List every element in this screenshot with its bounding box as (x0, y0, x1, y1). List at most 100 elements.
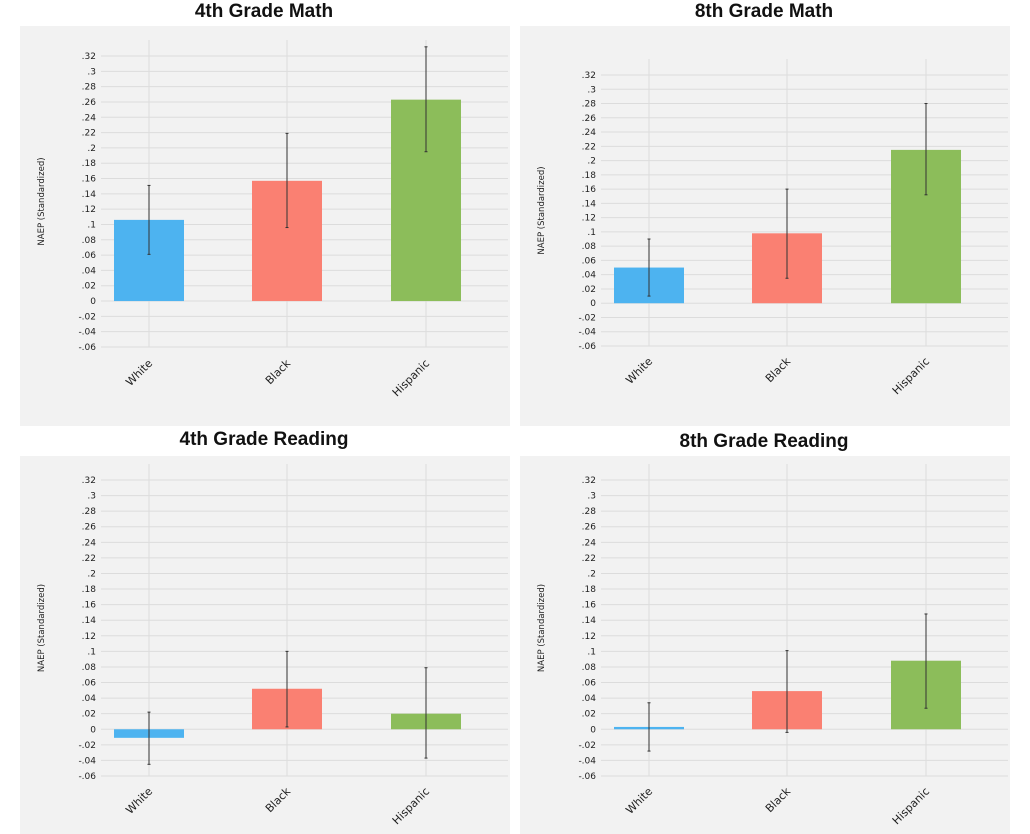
y-tick-label: .28 (82, 507, 97, 517)
y-tick-label: -.04 (578, 328, 596, 338)
y-tick-label: .24 (582, 538, 597, 548)
y-tick-label: .04 (582, 694, 597, 704)
y-tick-label: .1 (87, 220, 96, 230)
y-tick-label: -.04 (578, 756, 596, 766)
y-tick-label: .3 (87, 492, 96, 502)
y-axis-label: NAEP (Standardized) (537, 166, 547, 254)
y-tick-label: .2 (587, 569, 596, 579)
y-tick-label: .22 (582, 142, 596, 152)
y-tick-label: .12 (582, 632, 596, 642)
y-tick-label: .22 (82, 129, 96, 139)
y-tick-label: -.02 (78, 312, 96, 322)
y-tick-label: .12 (82, 632, 96, 642)
y-tick-label: .08 (582, 663, 597, 673)
y-tick-label: .14 (582, 199, 597, 209)
y-tick-label: 0 (90, 297, 96, 307)
y-tick-label: .24 (582, 128, 597, 138)
y-axis-label: NAEP (Standardized) (537, 584, 547, 672)
y-tick-label: .16 (82, 601, 97, 611)
y-tick-label: 0 (90, 725, 96, 735)
y-tick-label: .02 (82, 282, 96, 292)
y-tick-label: .14 (82, 616, 97, 626)
y-tick-label: .1 (87, 647, 96, 657)
y-tick-label: .18 (582, 171, 597, 181)
y-tick-label: .32 (82, 476, 96, 486)
y-tick-label: .32 (582, 71, 596, 81)
y-tick-label: .3 (87, 67, 96, 77)
y-tick-label: .32 (582, 476, 596, 486)
y-tick-label: .06 (582, 679, 597, 689)
x-tick-label: White (123, 785, 155, 817)
chart-panel-8th-grade-reading: 8th Grade Reading -.06 -.04 -.02 0 .02 .04 .06… (518, 428, 1010, 834)
y-tick-label: .2 (87, 144, 96, 154)
y-tick-label: .3 (587, 492, 596, 502)
chart-svg: -.06 -.04 -.02 0 .02 .04 .06 .08 .1 .12 .14 .16 .18.… (37, 464, 508, 827)
y-tick-label: -.02 (78, 741, 96, 751)
y-tick-label: .16 (582, 601, 597, 611)
plot-background (520, 456, 1010, 834)
y-tick-label: -.04 (78, 756, 96, 766)
y-tick-label: .16 (82, 175, 97, 185)
y-tick-label: -.02 (578, 741, 596, 751)
y-tick-label: .24 (82, 113, 97, 123)
x-tick-label: Hispanic (390, 357, 432, 399)
chart-title: 4th Grade Reading (179, 429, 349, 450)
y-tick-label: .3 (587, 85, 596, 95)
y-tick-label: .12 (82, 205, 96, 215)
y-tick-label: .06 (82, 679, 97, 689)
y-tick-label: .28 (82, 83, 97, 93)
y-tick-label: .18 (82, 585, 97, 595)
y-tick-label: .02 (82, 710, 96, 720)
y-tick-label: -.02 (578, 313, 596, 323)
y-tick-label: -.06 (78, 772, 96, 782)
y-tick-label: .14 (582, 616, 597, 626)
y-tick-label: .18 (582, 585, 597, 595)
x-tick-label: White (123, 357, 155, 389)
chart-panel-8th-grade-math: 8th Grade Math -.06 -.04 -.02 0 .02 .04 .06 .08… (518, 0, 1010, 428)
y-tick-label: .06 (82, 251, 97, 261)
y-tick-label: .02 (582, 285, 596, 295)
y-tick-label: .1 (587, 647, 596, 657)
y-tick-label: 0 (590, 725, 596, 735)
y-tick-label: -.06 (578, 772, 596, 782)
x-tick-label: Black (763, 784, 794, 815)
x-tick-label: Black (263, 356, 294, 387)
y-tick-label: .02 (582, 710, 596, 720)
y-axis-label: NAEP (Standardized) (37, 584, 47, 672)
y-tick-label: .28 (582, 507, 597, 517)
x-tick-label: Hispanic (890, 355, 932, 397)
y-tick-label: .28 (582, 100, 597, 110)
x-tick-label: White (623, 355, 655, 387)
y-tick-label: .14 (82, 190, 97, 200)
x-tick-label: Black (763, 354, 794, 385)
y-tick-label: 0 (590, 299, 596, 309)
y-tick-label: .16 (582, 185, 597, 195)
y-tick-label: .24 (82, 538, 97, 548)
x-tick-label: White (623, 785, 655, 817)
y-tick-label: .04 (82, 694, 97, 704)
chart-title: 8th Grade Math (694, 1, 834, 22)
y-tick-label: -.06 (578, 342, 596, 352)
y-tick-label: .22 (82, 554, 96, 564)
chart-panel-4th-grade-reading: 4th Grade Reading -.06 -.04 -.02 0 .02 .04 .06… (18, 428, 510, 834)
y-tick-label: .26 (82, 98, 97, 108)
y-tick-label: .12 (582, 214, 596, 224)
chart-panel-4th-grade-math: 4th Grade Math -.06 -.04 -.02 0 .02 .04 .06 .08… (18, 0, 510, 428)
y-tick-label: .04 (82, 266, 97, 276)
y-tick-label: .08 (582, 242, 597, 252)
y-tick-label: -.04 (78, 328, 96, 338)
y-tick-label: .26 (582, 523, 597, 533)
chart-title: 8th Grade Reading (679, 431, 849, 452)
y-axis-label: NAEP (Standardized) (37, 157, 47, 245)
y-tick-label: .2 (587, 157, 596, 167)
x-tick-label: Hispanic (390, 785, 432, 827)
y-tick-label: .22 (582, 554, 596, 564)
chart-svg: -.06 -.04 -.02 0 .02 .04 .06 .08 .1 .12 .14 .16 .18.… (537, 464, 1008, 827)
chart-title: 4th Grade Math (194, 1, 334, 22)
y-tick-label: .06 (582, 256, 597, 266)
y-tick-label: .08 (82, 663, 97, 673)
y-tick-label: .18 (82, 159, 97, 169)
y-tick-label: -.06 (78, 343, 96, 353)
x-tick-label: Black (263, 784, 294, 815)
chart-svg: -.06 -.04 -.02 0 .02 .04 .06 .08 .1 .12 .14 .16 .18.… (37, 40, 508, 399)
